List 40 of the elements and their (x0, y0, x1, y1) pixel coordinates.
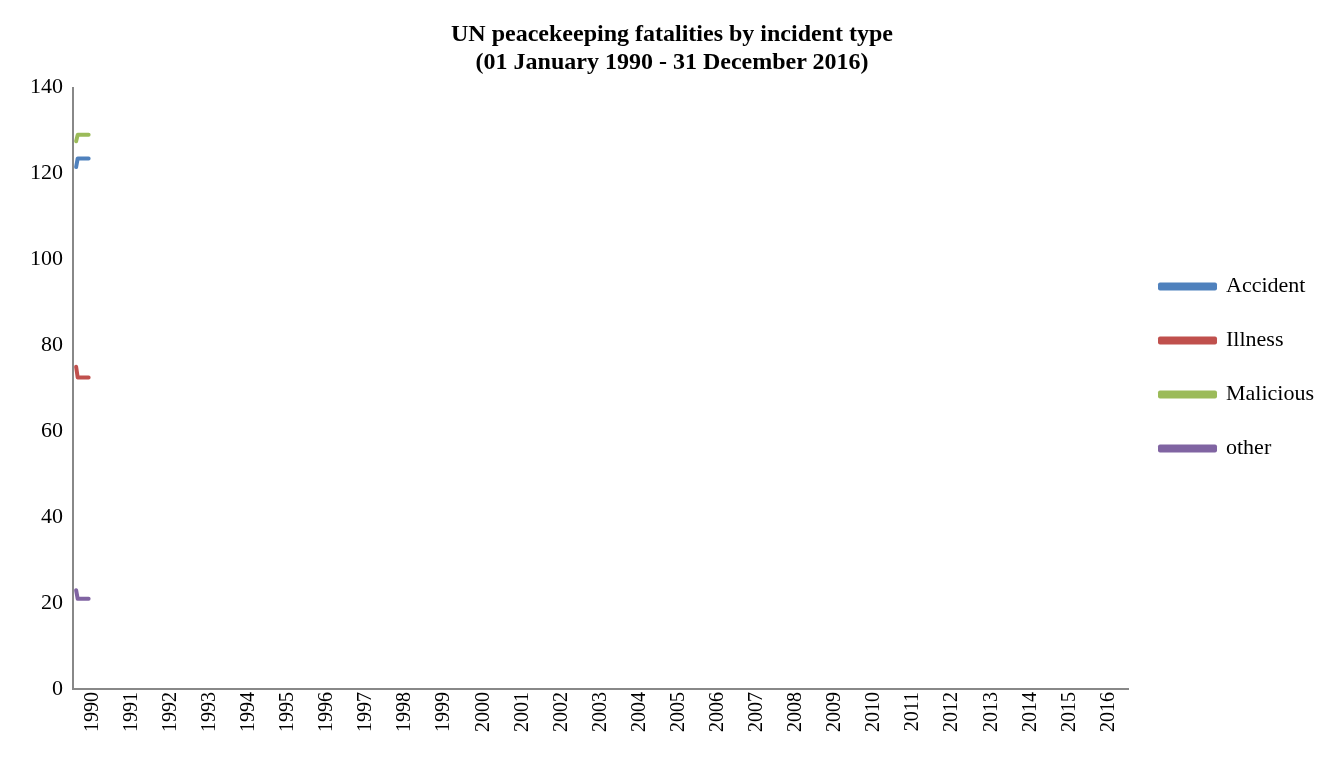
y-tick-label: 140 (30, 73, 63, 99)
x-tick-label: 1996 (314, 692, 337, 732)
x-tick-label: 2002 (548, 692, 571, 732)
x-tick-label: 2000 (470, 692, 493, 732)
x-tick-label: 2013 (978, 692, 1001, 732)
chart-title: UN peacekeeping fatalities by incident type (01 January 1990 - 31 December 2016) (451, 19, 894, 75)
x-tick-label: 2009 (822, 692, 845, 732)
legend-label: Accident (1226, 272, 1306, 298)
x-tick-label: 2007 (744, 692, 767, 732)
x-tick-label: 2011 (900, 692, 923, 732)
x-tick-label: 1998 (392, 692, 415, 732)
x-tick-label: 1990 (79, 692, 102, 732)
y-tick-label: 40 (41, 502, 63, 528)
x-tick-label: 2003 (587, 692, 610, 732)
legend-label: Malicious (1226, 380, 1315, 406)
x-tick-label: 2014 (1017, 692, 1040, 732)
legend-label: Illness (1226, 326, 1284, 352)
x-tick-label: 2006 (704, 692, 727, 732)
x-tick-label: 1991 (118, 692, 141, 732)
x-tick-label: 1993 (197, 692, 220, 732)
y-tick-label: 100 (30, 245, 63, 271)
x-tick-label: 2016 (1095, 692, 1118, 732)
y-tick-label: 120 (30, 159, 63, 185)
y-tick-label: 60 (41, 417, 63, 443)
x-tick-label: 2004 (626, 692, 649, 732)
x-tick-label: 2015 (1056, 692, 1079, 732)
x-tick-label: 1995 (275, 692, 298, 732)
x-tick-label: 1997 (353, 692, 376, 732)
x-tick-label: 1999 (431, 692, 454, 732)
x-tick-label: 1992 (157, 692, 180, 732)
x-tick-label: 1994 (236, 692, 259, 732)
x-tick-label: 2012 (939, 692, 962, 732)
y-tick-label: 20 (41, 588, 63, 614)
x-tick-label: 2010 (861, 692, 884, 732)
y-tick-label: 80 (41, 331, 63, 357)
legend-label: other (1226, 434, 1272, 460)
y-tick-label: 0 (52, 674, 63, 700)
x-tick-label: 2008 (783, 692, 806, 732)
x-tick-label: 2001 (509, 692, 532, 732)
x-tick-label: 2005 (665, 692, 688, 732)
